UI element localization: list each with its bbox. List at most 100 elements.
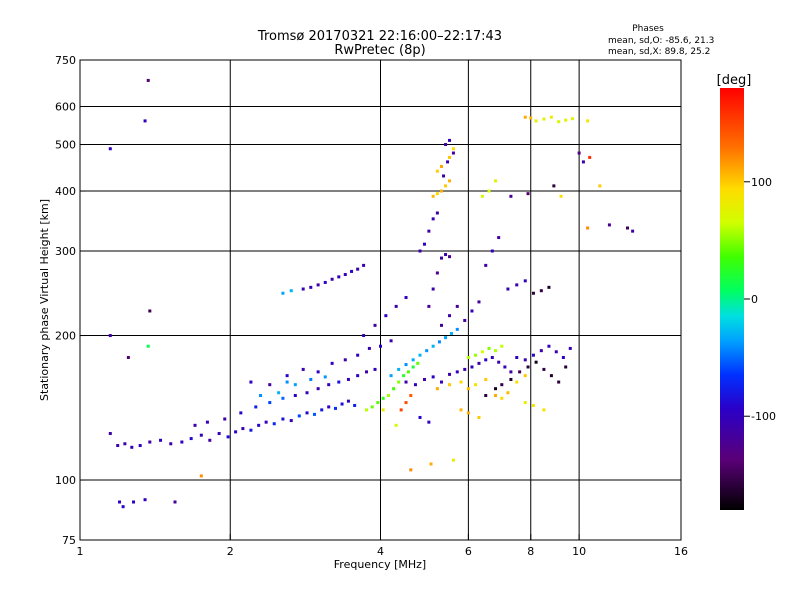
data-point xyxy=(444,143,448,147)
data-point xyxy=(138,444,142,448)
data-point xyxy=(435,169,439,173)
axis-ticks: 1 2 4 6 8 10 16 75 100 200 300 400 500 600 750 xyxy=(55,54,688,558)
colorbar-ticks: 100 0 -100 xyxy=(744,176,776,423)
data-point xyxy=(379,344,382,348)
data-point xyxy=(254,405,258,409)
y-tick-label: 600 xyxy=(55,101,76,114)
data-point xyxy=(404,401,408,405)
x-tick-label: 6 xyxy=(465,545,472,558)
data-point xyxy=(404,363,408,367)
data-point xyxy=(305,411,309,415)
x-tick-label: 4 xyxy=(377,545,384,558)
data-point xyxy=(146,78,150,82)
data-point xyxy=(257,423,261,427)
data-point xyxy=(440,323,444,327)
data-point xyxy=(463,367,467,371)
data-point xyxy=(418,353,422,357)
data-point xyxy=(425,349,429,353)
data-point xyxy=(588,155,592,159)
data-point xyxy=(340,402,344,406)
data-point xyxy=(130,445,134,449)
data-point xyxy=(561,355,565,359)
data-point xyxy=(353,403,357,407)
x-tick-label: 10 xyxy=(572,545,586,558)
data-point xyxy=(509,377,513,381)
data-point xyxy=(549,115,553,119)
y-tick-label: 500 xyxy=(55,139,76,152)
data-points xyxy=(108,78,635,509)
y-tick-label: 100 xyxy=(55,474,76,487)
data-point xyxy=(356,267,360,271)
data-point xyxy=(625,226,629,230)
data-point xyxy=(289,419,293,423)
data-point xyxy=(362,263,366,267)
data-point xyxy=(487,189,491,193)
data-point xyxy=(234,430,238,434)
data-point xyxy=(631,229,635,233)
data-point xyxy=(484,377,488,381)
data-point xyxy=(531,403,535,407)
data-point xyxy=(205,420,209,424)
data-point xyxy=(268,401,272,405)
data-point xyxy=(431,217,435,221)
data-point xyxy=(547,344,551,348)
data-point xyxy=(440,164,444,168)
data-point xyxy=(515,380,519,384)
data-point xyxy=(418,415,422,419)
data-point xyxy=(312,412,316,416)
data-point xyxy=(473,353,477,357)
data-point xyxy=(494,349,498,353)
data-point xyxy=(316,370,320,374)
data-point xyxy=(435,211,439,215)
data-point xyxy=(581,160,585,164)
data-point xyxy=(477,361,481,365)
data-point xyxy=(446,160,450,164)
colorbar xyxy=(720,88,744,510)
data-point xyxy=(598,184,602,188)
data-point xyxy=(397,380,401,384)
data-point xyxy=(394,304,398,308)
data-point xyxy=(323,280,327,284)
data-point xyxy=(523,374,527,378)
data-point xyxy=(330,361,334,365)
phase-info-heading: Phases xyxy=(632,24,664,34)
data-point xyxy=(539,289,543,293)
data-point xyxy=(397,367,401,371)
data-point xyxy=(470,309,474,313)
data-point xyxy=(515,355,519,359)
data-point xyxy=(327,405,331,409)
data-point xyxy=(523,401,527,405)
data-point xyxy=(289,289,293,293)
data-point xyxy=(411,358,415,362)
data-point xyxy=(406,370,410,374)
data-point xyxy=(323,375,327,379)
data-point xyxy=(169,442,173,446)
data-point xyxy=(497,236,501,240)
data-point xyxy=(208,438,212,442)
data-point xyxy=(435,271,439,275)
data-point xyxy=(448,314,452,318)
data-point xyxy=(459,380,463,384)
data-point xyxy=(431,375,435,379)
data-point xyxy=(327,383,331,387)
data-point xyxy=(305,391,309,395)
x-axis-label: Frequency [MHz] xyxy=(334,558,426,571)
data-point xyxy=(239,411,243,415)
data-point xyxy=(259,394,263,398)
data-point xyxy=(404,296,408,300)
data-point xyxy=(484,394,488,398)
data-point xyxy=(466,355,470,359)
data-point xyxy=(343,358,347,362)
data-point xyxy=(534,360,538,364)
data-point xyxy=(451,147,455,151)
colorbar-tick-label: 100 xyxy=(751,176,772,189)
data-point xyxy=(564,118,568,122)
data-point xyxy=(389,374,393,378)
data-point xyxy=(320,408,324,412)
y-tick-label: 400 xyxy=(55,185,76,198)
data-point xyxy=(173,500,177,504)
data-point xyxy=(518,370,522,374)
data-point xyxy=(526,365,530,369)
data-point xyxy=(448,138,452,142)
data-point xyxy=(577,151,581,155)
